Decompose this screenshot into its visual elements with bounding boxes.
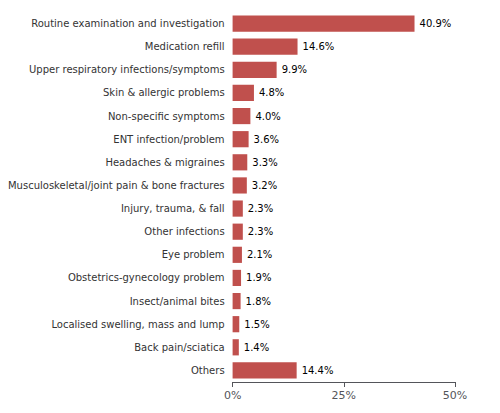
svg-text:4.8%: 4.8% (259, 87, 284, 98)
svg-text:0%: 0% (224, 389, 241, 402)
svg-text:Headaches & migraines: Headaches & migraines (105, 157, 224, 168)
svg-text:4.0%: 4.0% (255, 111, 280, 122)
svg-text:Non-specific symptoms: Non-specific symptoms (108, 111, 225, 122)
svg-text:Other infections: Other infections (144, 226, 224, 237)
svg-text:Eye problem: Eye problem (162, 249, 225, 260)
svg-text:Injury, trauma, & fall: Injury, trauma, & fall (121, 203, 225, 214)
svg-text:Obstetrics-gynecology problem: Obstetrics-gynecology problem (68, 272, 225, 283)
svg-text:Medication refill: Medication refill (145, 41, 225, 52)
svg-text:Localised swelling, mass and l: Localised swelling, mass and lump (51, 319, 224, 330)
svg-text:2.1%: 2.1% (247, 249, 272, 260)
svg-text:25%: 25% (332, 389, 356, 402)
svg-text:40.9%: 40.9% (420, 18, 452, 29)
svg-text:14.6%: 14.6% (303, 41, 335, 52)
svg-text:14.4%: 14.4% (302, 365, 334, 376)
svg-text:Skin & allergic problems: Skin & allergic problems (103, 87, 225, 98)
svg-text:Routine examination and invest: Routine examination and investigation (31, 18, 224, 29)
svg-text:1.4%: 1.4% (244, 342, 269, 353)
svg-text:Upper respiratory infections/s: Upper respiratory infections/symptoms (29, 64, 225, 75)
svg-text:ENT infection/problem: ENT infection/problem (113, 134, 224, 145)
svg-text:50%: 50% (443, 389, 467, 402)
svg-text:2.3%: 2.3% (248, 226, 273, 237)
svg-text:Back pain/sciatica: Back pain/sciatica (134, 342, 224, 353)
svg-text:Musculoskeletal/joint pain & b: Musculoskeletal/joint pain & bone fractu… (8, 180, 225, 191)
svg-text:1.5%: 1.5% (244, 319, 269, 330)
svg-text:Others: Others (191, 365, 225, 376)
svg-text:1.8%: 1.8% (246, 296, 271, 307)
svg-text:1.9%: 1.9% (246, 272, 271, 283)
svg-text:Insect/animal bites: Insect/animal bites (130, 296, 225, 307)
svg-text:3.3%: 3.3% (252, 157, 277, 168)
svg-text:2.3%: 2.3% (248, 203, 273, 214)
svg-text:3.2%: 3.2% (252, 180, 277, 191)
svg-text:3.6%: 3.6% (254, 134, 279, 145)
svg-text:9.9%: 9.9% (282, 64, 307, 75)
